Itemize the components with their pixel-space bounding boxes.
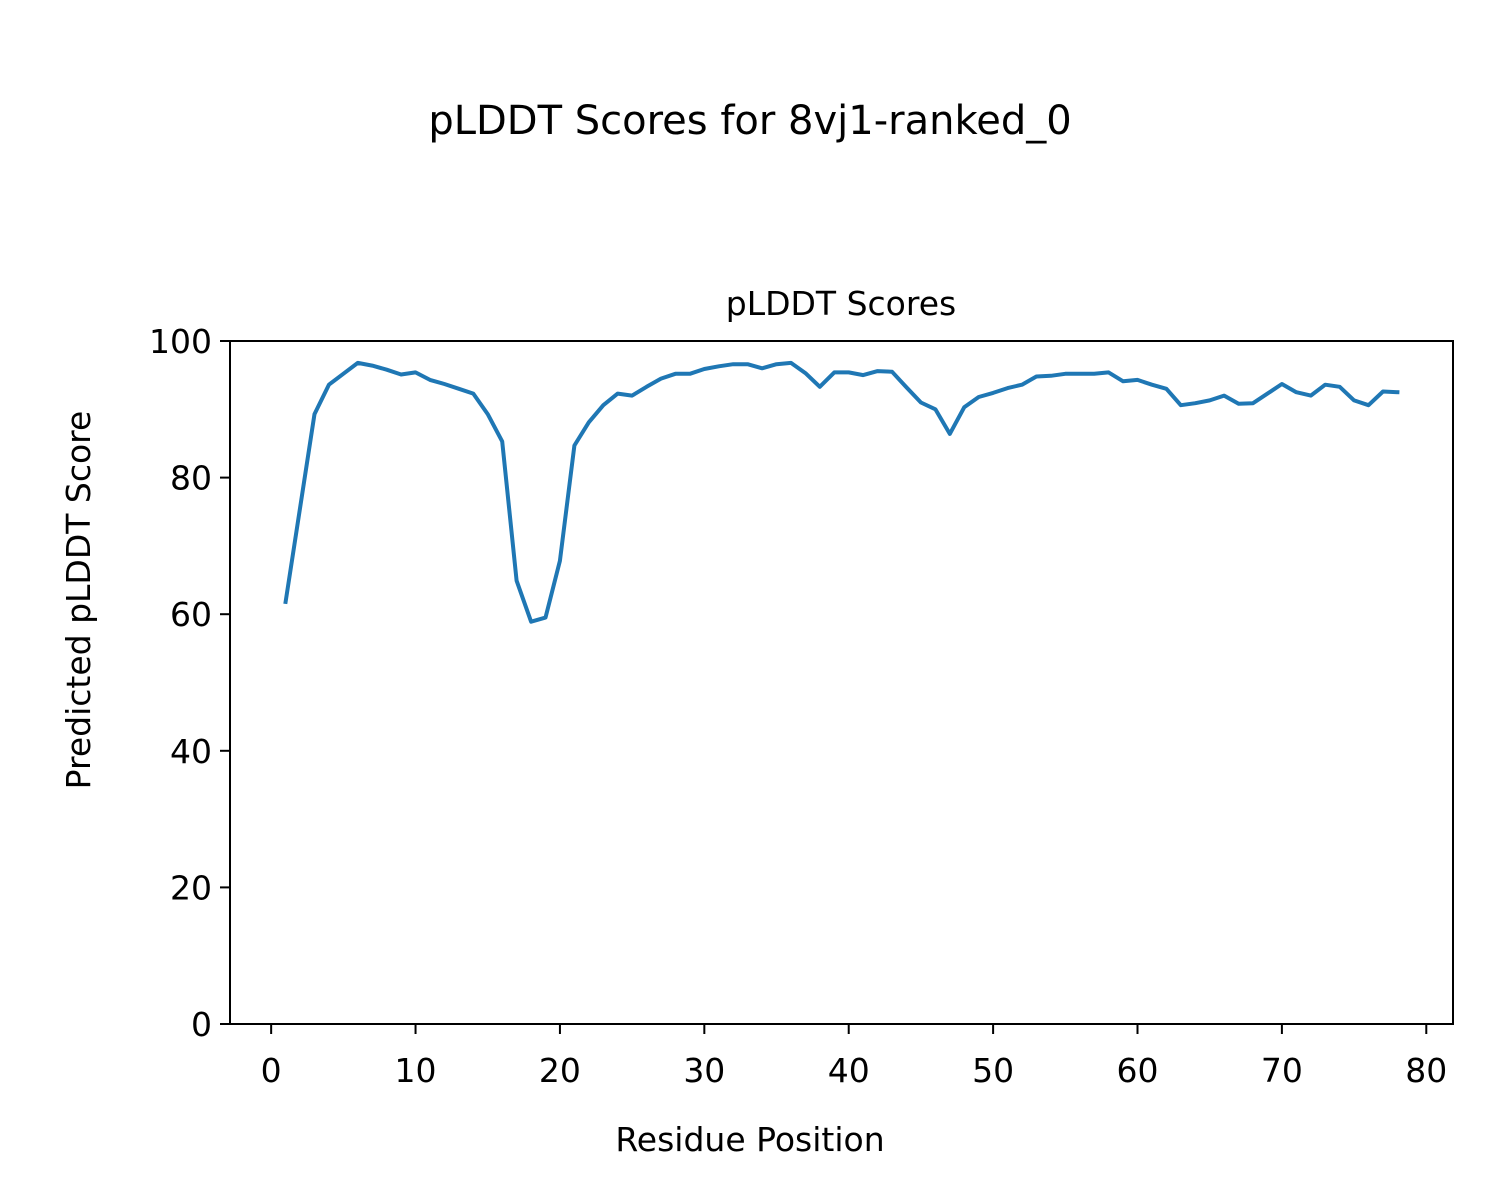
x-tick-label: 30 (683, 1051, 725, 1090)
y-tick-label: 40 (170, 732, 212, 771)
x-tick-label: 60 (1117, 1051, 1159, 1090)
x-tick-label: 10 (395, 1051, 437, 1090)
plot-frame (229, 340, 1454, 1025)
chart-suptitle: pLDDT Scores for 8vj1-ranked_0 (428, 98, 1071, 144)
y-axis: 0 20 40 60 80 100 (149, 322, 230, 1044)
y-tick-label: 80 (170, 459, 212, 498)
x-axis-label: Residue Position (615, 1120, 884, 1159)
x-tick-label: 20 (539, 1051, 581, 1090)
x-tick-label: 70 (1261, 1051, 1303, 1090)
x-tick-label: 40 (828, 1051, 870, 1090)
y-tick-label: 0 (191, 1005, 212, 1044)
x-tick-label: 0 (261, 1051, 282, 1090)
x-tick-label: 50 (972, 1051, 1014, 1090)
x-tick-label: 80 (1405, 1051, 1447, 1090)
x-axis: 0 10 20 30 40 50 60 70 80 (261, 1024, 1447, 1090)
y-tick-label: 20 (170, 868, 212, 907)
series-line (283, 360, 1400, 624)
y-tick-label: 100 (149, 322, 212, 361)
y-tick-label: 60 (170, 595, 212, 634)
y-axis-label: Predicted pLDDT Score (59, 411, 98, 790)
chart-title: pLDDT Scores (726, 284, 956, 323)
